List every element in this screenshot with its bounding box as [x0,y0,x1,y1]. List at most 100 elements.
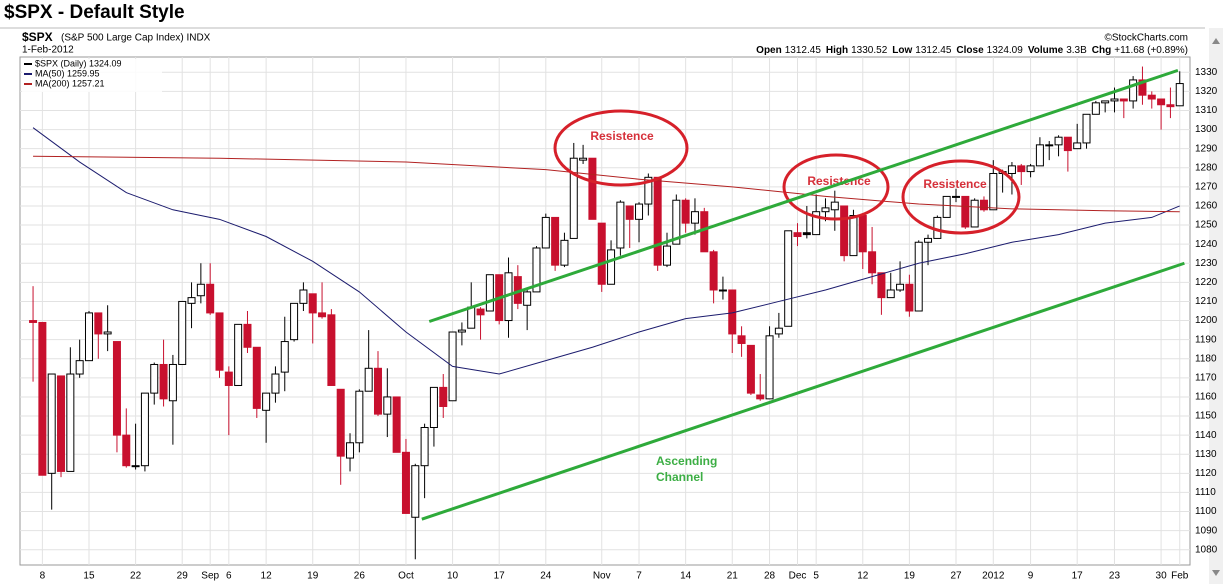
y-tick-label: 1190 [1195,334,1217,345]
x-tick-label: 29 [177,571,189,582]
trend-line [421,261,1185,521]
candle-body [364,367,373,392]
candle-body [1138,79,1147,96]
candle-body [644,176,653,205]
trend-line [428,68,1179,323]
candle-body [94,312,103,335]
candle-body [131,465,140,468]
candle-body [821,207,830,213]
candle-body [271,373,280,394]
y-tick-label: 1280 [1195,162,1218,173]
y-tick-label: 1300 [1195,124,1218,135]
candle-body [756,394,765,400]
candle-body [1026,165,1035,173]
y-tick-label: 1160 [1195,392,1217,403]
candle-body [1035,144,1044,167]
candle-body [1082,113,1091,144]
x-tick-label: 9 [1028,571,1034,582]
candle-body [868,251,877,274]
candle-body [989,172,998,211]
scroll-arrow [1212,570,1220,576]
candle-body [1101,100,1110,104]
candle-body [168,363,177,402]
candle-body [616,201,625,249]
candle-body [112,341,121,436]
quote-line: Open 1312.45 High 1330.52 Low 1312.45 Close 132… [756,45,1188,56]
x-tick-label: Sep [201,571,219,582]
candle-body [690,211,699,224]
resistance-circle [901,159,1021,235]
y-tick-label: 1260 [1195,201,1218,212]
page-title: $SPX - Default Style [4,2,185,23]
candle-body [122,434,131,467]
chart-date: 1-Feb-2012 [22,45,74,56]
candle-body [523,291,532,306]
x-tick-label: 7 [636,571,642,582]
candle-body [858,215,867,253]
candle-body [765,335,774,400]
x-tick-label: 6 [226,571,232,582]
x-tick-label: 12 [261,571,273,582]
x-tick-label: 12 [857,571,869,582]
candle-body [234,323,243,386]
annotation: Resistence [923,177,987,191]
candle-body [886,289,895,299]
y-tick-label: 1270 [1195,182,1218,193]
y-tick-label: 1150 [1195,411,1217,422]
x-tick-label: 27 [950,571,962,582]
x-tick-label: 28 [764,571,776,582]
candle-body [970,199,979,228]
candle-body [579,157,588,161]
candle-body [905,283,914,312]
candle-body [252,346,261,409]
y-tick-label: 1200 [1195,315,1218,326]
y-tick-label: 1310 [1195,105,1218,116]
candle-body [308,293,317,314]
y-tick-label: 1210 [1195,296,1218,307]
candle-body [1119,98,1128,102]
candle-body [737,335,746,344]
x-tick-label: Feb [1171,571,1189,582]
candle-body [346,442,355,459]
copyright: ©StockCharts.com [1104,33,1188,44]
x-tick-label: 19 [904,571,916,582]
scrollbar [1209,28,1223,584]
candle-body [812,211,821,236]
x-tick-label: Nov [593,571,611,582]
candle-body [38,321,47,476]
legend-entry: MA(50) 1259.95 [35,68,100,78]
candle-body [75,360,84,375]
candle-body [280,341,289,373]
candle-body [541,216,550,249]
quote-value: 1312.45 [785,45,822,56]
candle-body [709,251,718,291]
candle-body [411,465,420,518]
candle-body [150,363,159,394]
candle-body [84,312,93,362]
candle-body [597,222,606,285]
candle-body [672,199,681,245]
x-tick-label: 17 [494,571,506,582]
candle-body [159,363,168,400]
candle-body [429,386,438,428]
quote-value: 1324.09 [987,45,1024,56]
x-tick-label: 19 [307,571,319,582]
legend-entry: $SPX (Daily) 1324.09 [35,58,122,68]
plot-frame [19,56,1191,566]
candle-body [952,195,960,198]
x-tick-label: 30 [1156,571,1168,582]
x-tick-label: 15 [83,571,95,582]
candle-body [1054,136,1063,146]
y-tick-label: 1330 [1195,67,1218,78]
candle-body [849,215,858,257]
candle-body [914,241,923,312]
candle-body [877,272,886,299]
candle-body [774,327,783,335]
legend-entry: MA(200) 1257.21 [35,78,105,88]
candle-body [467,306,476,329]
x-tick-label: 23 [1109,571,1121,582]
x-tick-label: 5 [813,571,819,582]
y-tick-label: 1250 [1195,220,1218,231]
annotation: Resistence [590,129,654,143]
candle-body [1129,79,1138,102]
